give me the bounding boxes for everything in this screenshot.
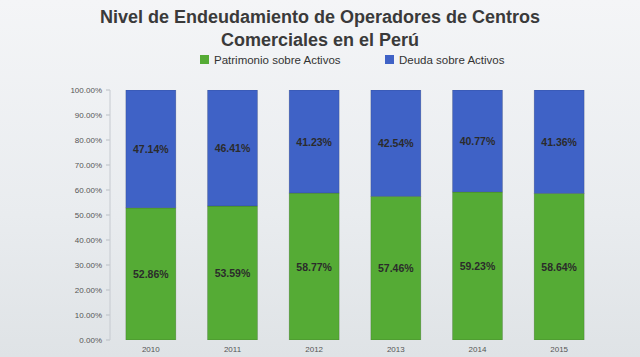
y-tick-label: 90.00% [75,111,102,120]
title: Nivel de Endeudamiento de Operadores de … [85,6,555,52]
data-label: 47.14% [133,143,169,155]
bar-segment [371,90,421,196]
data-label: 46.41% [215,142,251,154]
bar-segment [534,193,584,340]
bar-segment [453,90,503,192]
y-tick-label: 0.00% [79,336,102,345]
bar-segment [208,206,258,340]
bar-segment [126,208,176,340]
data-label: 40.77% [460,135,496,147]
y-tick [106,90,110,91]
y-tick [106,190,110,191]
data-label: 59.23% [460,260,496,272]
y-tick-label: 50.00% [75,211,102,220]
y-tick-label: 10.00% [75,311,102,320]
y-tick [106,115,110,116]
y-tick [106,140,110,141]
bar-segment [126,90,176,208]
x-tick-label: 2012 [305,345,323,354]
y-tick [106,315,110,316]
y-axis [110,90,111,340]
data-label: 53.59% [215,267,251,279]
legend-swatch [200,55,209,64]
y-tick [106,165,110,166]
bars [126,90,584,340]
data-label: 41.36% [541,136,577,148]
bar-segment [289,193,339,340]
bar-segment [371,196,421,340]
y-tick-label: 60.00% [75,186,102,195]
x-tick-label: 2013 [387,345,405,354]
y-tick-label: 30.00% [75,261,102,270]
data-label: 52.86% [133,268,169,280]
y-tick-label: 100.00% [70,86,102,95]
y-tick [106,215,110,216]
bar-segment [453,192,503,340]
data-label: 42.54% [378,137,414,149]
x-tick-label: 2015 [550,345,568,354]
legend-label: Patrimonio sobre Activos [214,54,341,66]
x-tick-label: 2014 [469,345,487,354]
y-tick-label: 40.00% [75,236,102,245]
x-tick-label: 2010 [142,345,160,354]
y-tick-label: 20.00% [75,286,102,295]
data-label: 58.77% [296,261,332,273]
bar-segment [289,90,339,193]
y-tick [106,290,110,291]
x-tick-label: 2011 [224,345,242,354]
y-tick-label: 70.00% [75,161,102,170]
y-tick [106,340,110,341]
legend-swatch [385,55,394,64]
data-label: 41.23% [296,136,332,148]
data-label: 58.64% [541,261,577,273]
y-tick [106,265,110,266]
y-tick-label: 80.00% [75,136,102,145]
legend-label: Deuda sobre Activos [399,54,505,66]
bar-segment [208,90,258,206]
bar-segment [534,90,584,193]
data-label: 57.46% [378,262,414,274]
y-tick [106,240,110,241]
